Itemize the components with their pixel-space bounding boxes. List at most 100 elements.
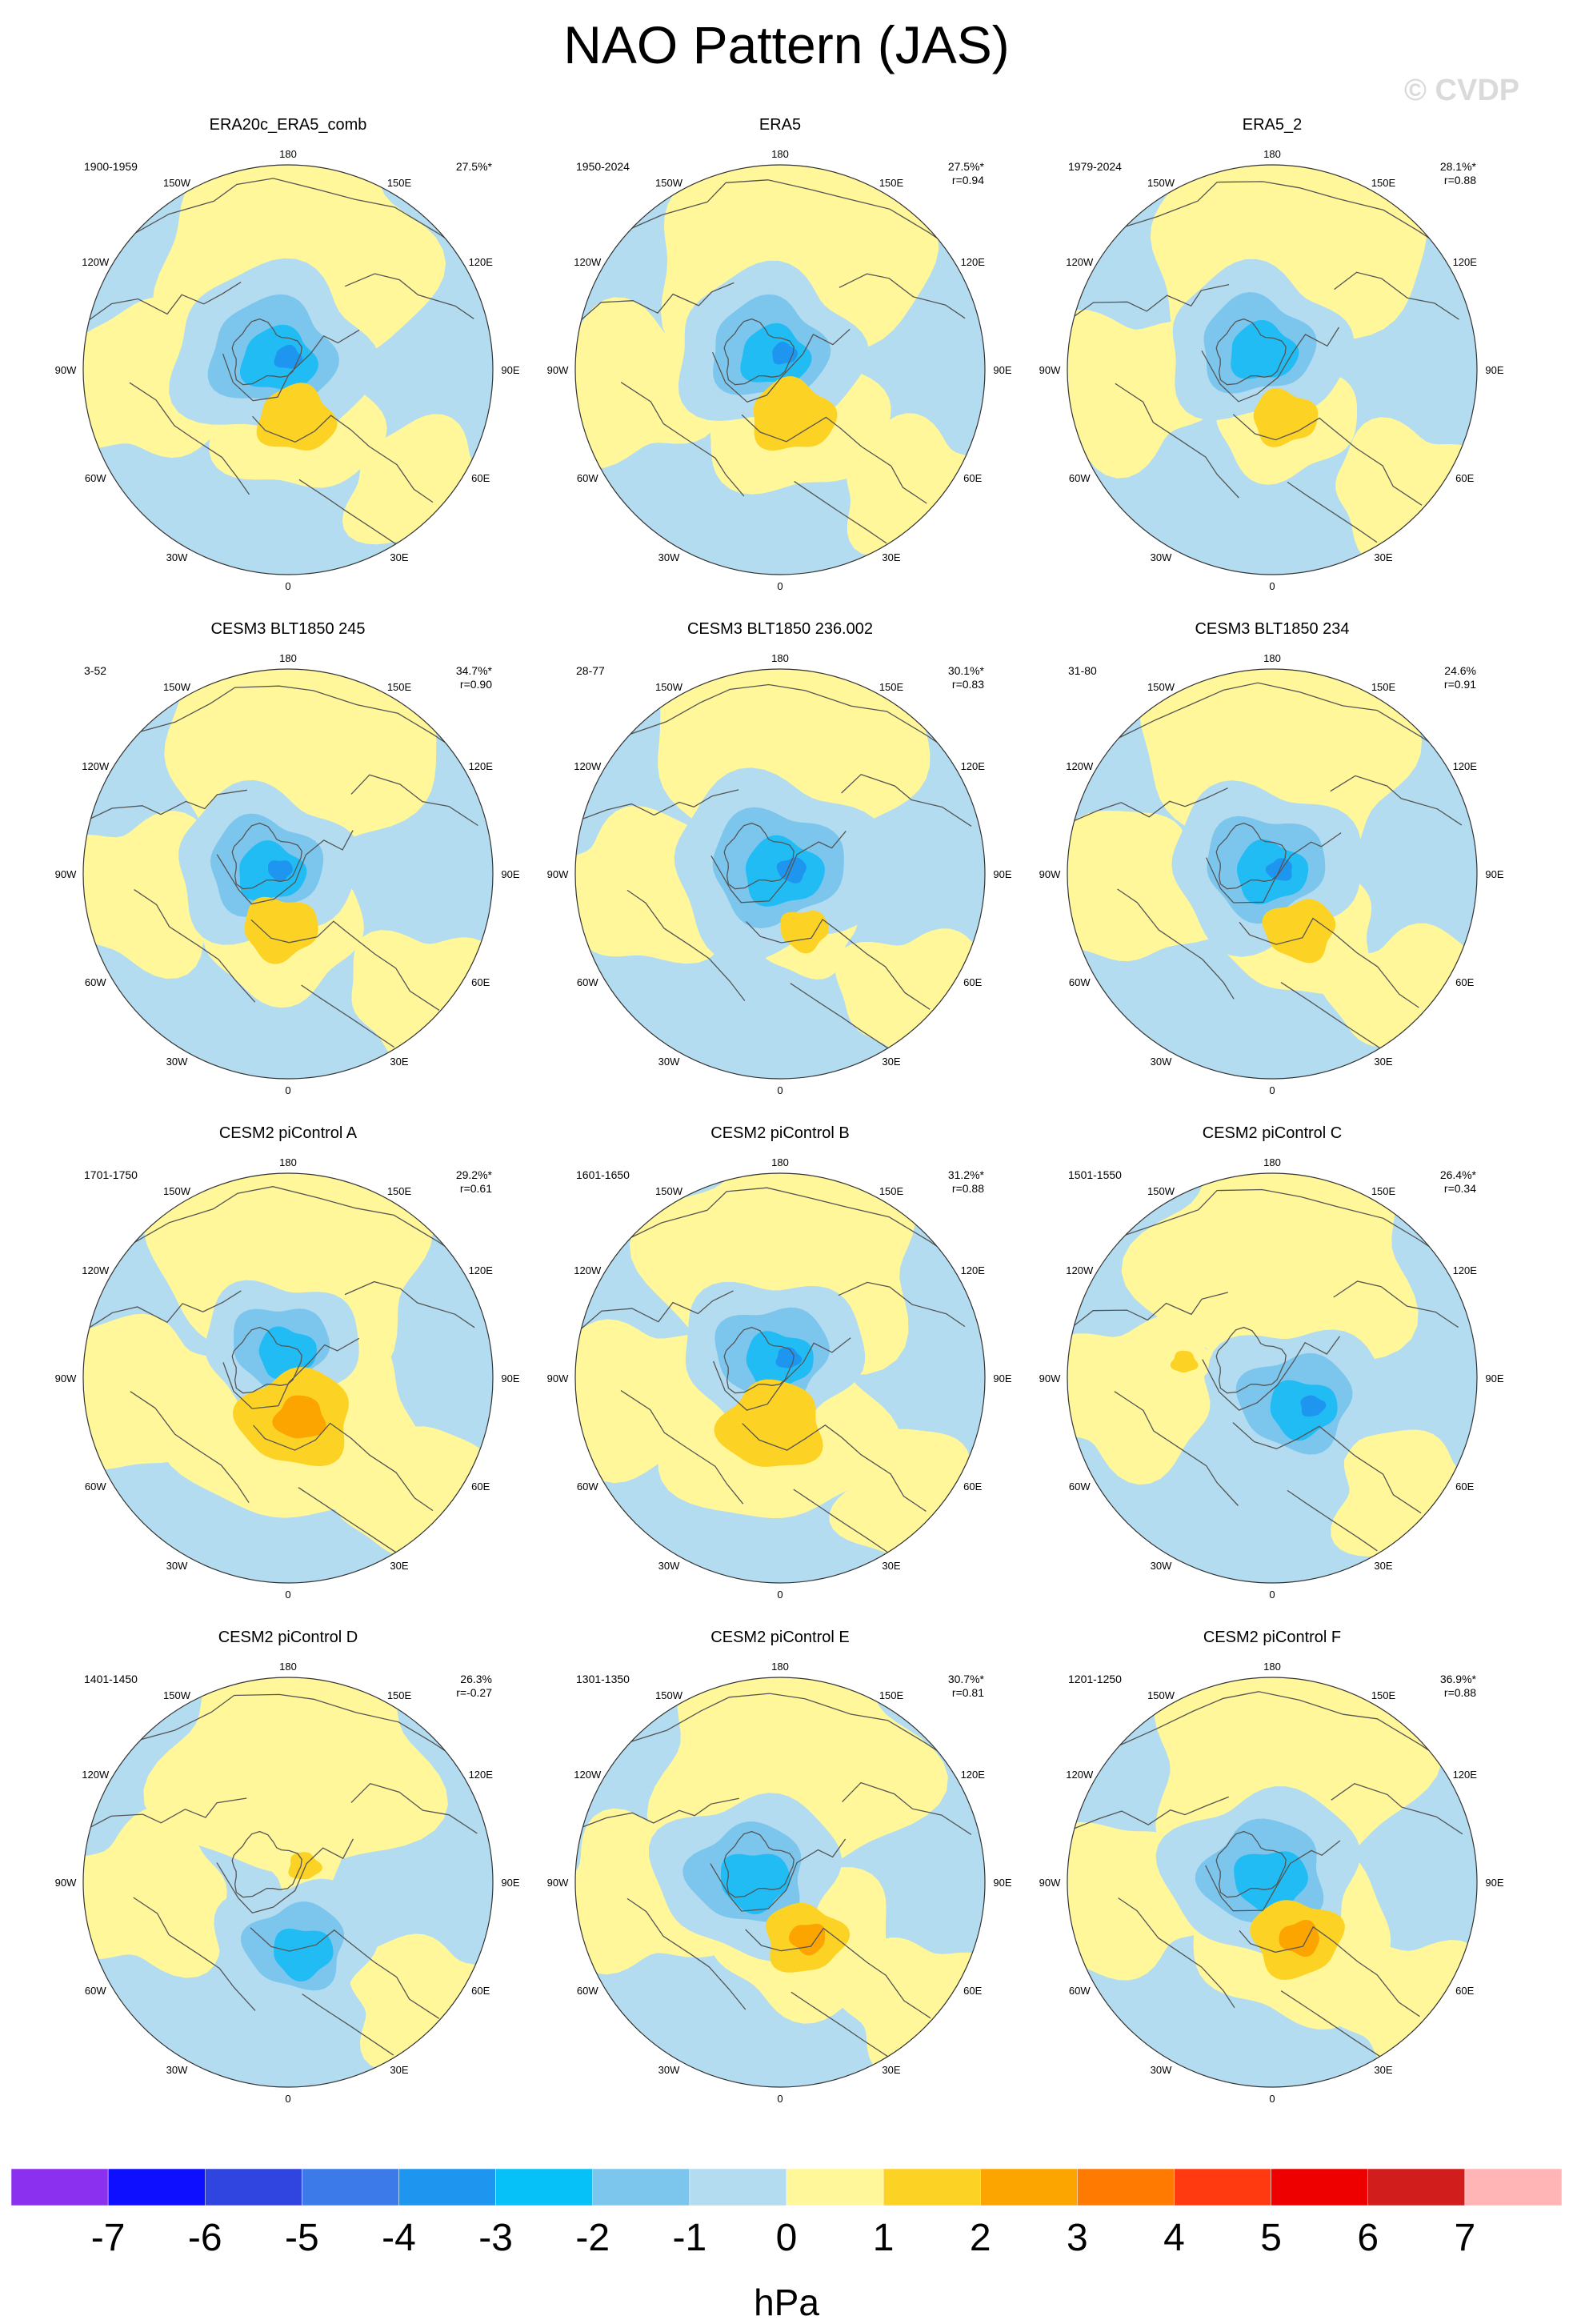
map-panel: CESM2 piControl B 1601-1650 31.2%* r=0.88 18… <box>528 1120 1032 1625</box>
polar-map: ERA20c_ERA5_comb 1900-1959 27.5%* 180 150E 12… <box>55 116 520 592</box>
longitude-label: 90E <box>501 1877 519 1889</box>
longitude-label: 30E <box>390 1560 408 1572</box>
colorbar-swatch <box>1464 2168 1563 2206</box>
longitude-label: 90W <box>547 1877 569 1889</box>
longitude-label: 0 <box>777 1084 782 1096</box>
longitude-label: 30W <box>166 1056 188 1068</box>
panel-variance-pct: 29.2%* <box>456 1168 493 1181</box>
colorbar-tick-label: -6 <box>188 2217 222 2259</box>
longitude-label: 120W <box>574 760 602 772</box>
longitude-label: 120E <box>469 1264 494 1276</box>
colorbar-tick-label: 1 <box>873 2217 895 2259</box>
longitude-label: 120E <box>961 256 986 268</box>
panel-title: ERA5 <box>759 116 801 134</box>
colorbar-tick-label: 2 <box>970 2217 991 2259</box>
longitude-label: 150W <box>1147 681 1175 693</box>
longitude-label: 90E <box>501 868 519 880</box>
longitude-label: 60W <box>85 1985 106 1997</box>
longitude-label: 150W <box>655 1185 683 1197</box>
panel-title: CESM2 piControl F <box>1203 1629 1341 1646</box>
longitude-label: 30E <box>390 551 408 563</box>
longitude-label: 90E <box>993 868 1011 880</box>
longitude-label: 30W <box>1151 1056 1172 1068</box>
polar-map: CESM3 BLT1850 245 3-52 34.7%*r=0.90 180 150E… <box>55 620 520 1096</box>
colorbar-swatch <box>883 2168 981 2206</box>
polar-map: CESM2 piControl F 1201-1250 36.9%*r=0.88 18… <box>1039 1629 1504 2105</box>
colorbar-tick-label: -7 <box>91 2217 126 2259</box>
coastlines <box>578 179 974 544</box>
map-panel: CESM3 BLT1850 245 3-52 34.7%* r=0.90 180 150E… <box>36 616 540 1120</box>
panel-title: CESM3 BLT1850 234 <box>1195 620 1349 638</box>
longitude-label: 90E <box>501 364 519 376</box>
colorbar-swatch <box>592 2168 690 2206</box>
panel-pattern-correlation: r=0.88 <box>952 1182 984 1195</box>
longitude-label: 0 <box>285 2093 290 2105</box>
longitude-label: 120W <box>574 256 602 268</box>
panel-title: CESM2 piControl C <box>1203 1124 1343 1142</box>
polar-map: ERA5 1950-2024 27.5%*r=0.94 180 150E 120E 90E 6… <box>547 116 1012 592</box>
longitude-label: 180 <box>279 1661 297 1673</box>
longitude-label: 120W <box>1066 1264 1094 1276</box>
page-title: NAO Pattern (JAS) <box>563 15 1010 74</box>
longitude-label: 120E <box>961 1769 986 1781</box>
longitude-label: 180 <box>279 652 297 664</box>
longitude-label: 60W <box>85 1481 106 1493</box>
polar-map: ERA5_2 1979-2024 28.1%*r=0.88 180 150E 120E 90… <box>1039 116 1504 592</box>
longitude-label: 0 <box>1269 1084 1275 1096</box>
pressure-field <box>1067 1173 1477 1583</box>
colorbar-tick-label: -1 <box>673 2217 707 2259</box>
longitude-label: 180 <box>1263 652 1281 664</box>
longitude-label: 60E <box>471 976 490 988</box>
longitude-label: 30E <box>1374 1056 1392 1068</box>
longitude-label: 120E <box>469 1769 494 1781</box>
colorbar: -7 -6 -5 -4 -3 -2 -1 0 1 2 3 4 5 6 7 <box>10 2168 1563 2285</box>
colorbar-tick-label: -4 <box>382 2217 416 2259</box>
coastlines <box>1067 1691 1471 2059</box>
colorbar-tick-label: 6 <box>1357 2217 1379 2259</box>
panel-period: 31-80 <box>1068 664 1097 677</box>
colorbar-swatch <box>107 2168 206 2206</box>
longitude-label: 180 <box>771 652 789 664</box>
panel-pattern-correlation: r=0.94 <box>952 174 984 186</box>
coastlines <box>83 1693 486 2056</box>
colorbar-swatch <box>689 2168 787 2206</box>
polar-map: CESM2 piControl B 1601-1650 31.2%*r=0.88 18… <box>547 1124 1012 1601</box>
colorbar-tick-label: 5 <box>1260 2217 1282 2259</box>
panel-title: ERA5_2 <box>1243 116 1303 134</box>
longitude-label: 90E <box>993 364 1011 376</box>
longitude-label: 150W <box>1147 177 1175 189</box>
panel-period: 1601-1650 <box>576 1168 630 1181</box>
longitude-label: 180 <box>771 1661 789 1673</box>
longitude-label: 60E <box>471 1985 490 1997</box>
longitude-label: 0 <box>777 1589 782 1601</box>
panel-variance-pct: 31.2%* <box>948 1168 985 1181</box>
longitude-label: 60W <box>577 976 598 988</box>
longitude-label: 120E <box>1453 256 1478 268</box>
longitude-label: 120W <box>1066 1769 1094 1781</box>
pressure-field <box>575 669 985 1079</box>
longitude-label: 150E <box>879 681 904 693</box>
longitude-label: 30W <box>1151 2064 1172 2076</box>
panel-variance-pct: 27.5%* <box>948 160 985 173</box>
longitude-label: 30W <box>658 551 680 563</box>
panel-title: CESM2 piControl B <box>710 1124 849 1142</box>
coastlines <box>1069 1188 1467 1552</box>
longitude-label: 150E <box>1371 1185 1396 1197</box>
longitude-label: 60E <box>963 472 982 484</box>
longitude-label: 150W <box>163 681 191 693</box>
longitude-label: 120E <box>1453 760 1478 772</box>
longitude-label: 120W <box>82 1769 110 1781</box>
panel-variance-pct: 36.9%* <box>1440 1673 1477 1685</box>
longitude-label: 60W <box>577 1481 598 1493</box>
colorbar-tick-label: -5 <box>285 2217 319 2259</box>
longitude-label: 150E <box>879 1185 904 1197</box>
longitude-label: 90W <box>55 364 77 376</box>
coastlines <box>86 1186 482 1555</box>
longitude-label: 0 <box>1269 1589 1275 1601</box>
longitude-label: 30E <box>882 2064 900 2076</box>
pressure-field <box>575 1173 985 1583</box>
longitude-label: 30E <box>882 551 900 563</box>
colorbar-tick-label: 7 <box>1455 2217 1476 2259</box>
longitude-label: 0 <box>285 1084 290 1096</box>
longitude-label: 90E <box>1485 1372 1503 1384</box>
